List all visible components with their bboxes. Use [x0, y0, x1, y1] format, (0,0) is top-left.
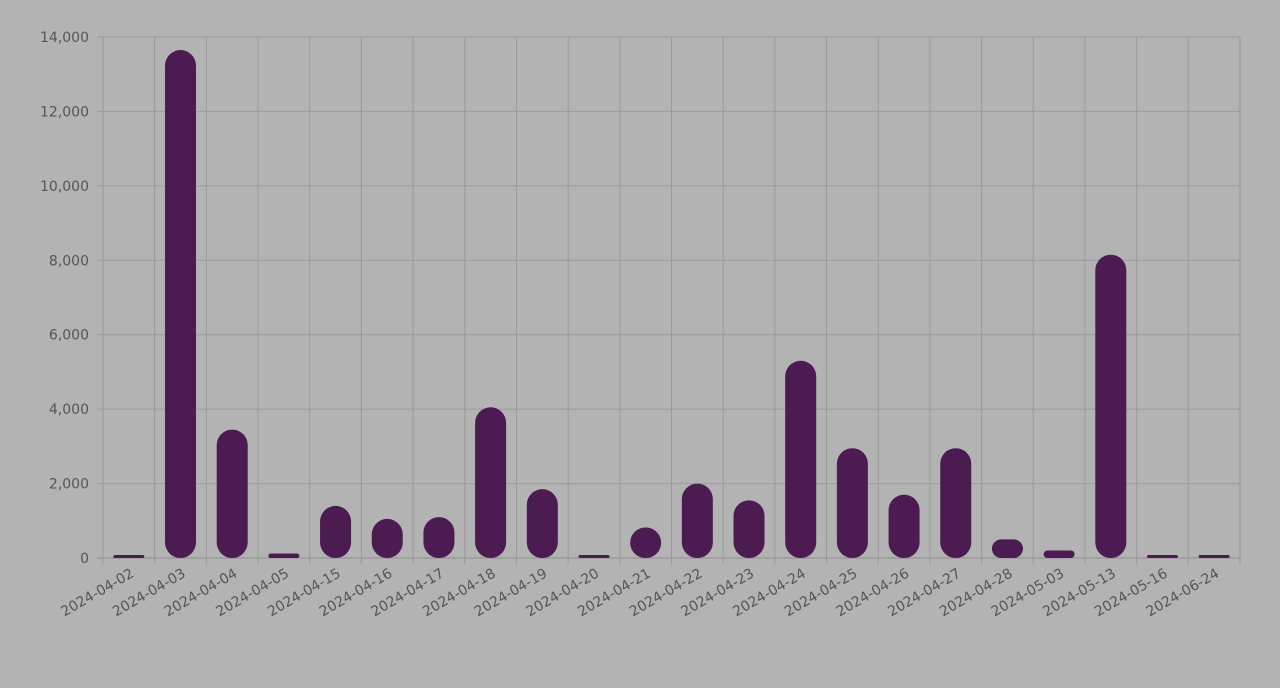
bar[interactable] — [785, 360, 817, 558]
y-tick-label: 4,000 — [49, 402, 89, 418]
bar[interactable] — [268, 553, 300, 558]
y-tick-label: 0 — [80, 551, 89, 567]
bar[interactable] — [578, 555, 610, 558]
bar-layer — [113, 50, 1230, 559]
bar[interactable] — [991, 539, 1023, 558]
bar[interactable] — [371, 518, 403, 558]
bar[interactable] — [526, 489, 558, 558]
bar[interactable] — [216, 429, 248, 558]
grid-layer — [97, 36, 1241, 564]
bar[interactable] — [475, 407, 507, 558]
bar[interactable] — [888, 494, 920, 558]
bar[interactable] — [940, 448, 972, 558]
y-tick-label: 14,000 — [40, 30, 89, 46]
y-axis-ticks: 0 2,000 4,000 6,000 8,000 10,000 12,000 14,000 — [40, 30, 89, 567]
bar[interactable] — [836, 448, 868, 558]
bar[interactable] — [165, 50, 197, 559]
bar[interactable] — [630, 527, 662, 558]
bar[interactable] — [423, 517, 455, 558]
bar[interactable] — [1146, 555, 1178, 558]
bar[interactable] — [113, 555, 145, 558]
x-axis-ticks: 2024-04-022024-04-032024-04-042024-04-05… — [58, 566, 1222, 621]
y-tick-label: 2,000 — [49, 477, 89, 493]
y-tick-label: 6,000 — [49, 328, 89, 344]
y-tick-label: 12,000 — [40, 104, 89, 120]
bar[interactable] — [1198, 555, 1230, 558]
bar[interactable] — [733, 500, 765, 558]
bar[interactable] — [1043, 550, 1075, 558]
y-tick-label: 8,000 — [49, 253, 89, 269]
bar[interactable] — [1095, 254, 1127, 559]
y-tick-label: 10,000 — [40, 179, 89, 195]
bar[interactable] — [681, 483, 713, 558]
bar[interactable] — [320, 505, 352, 558]
